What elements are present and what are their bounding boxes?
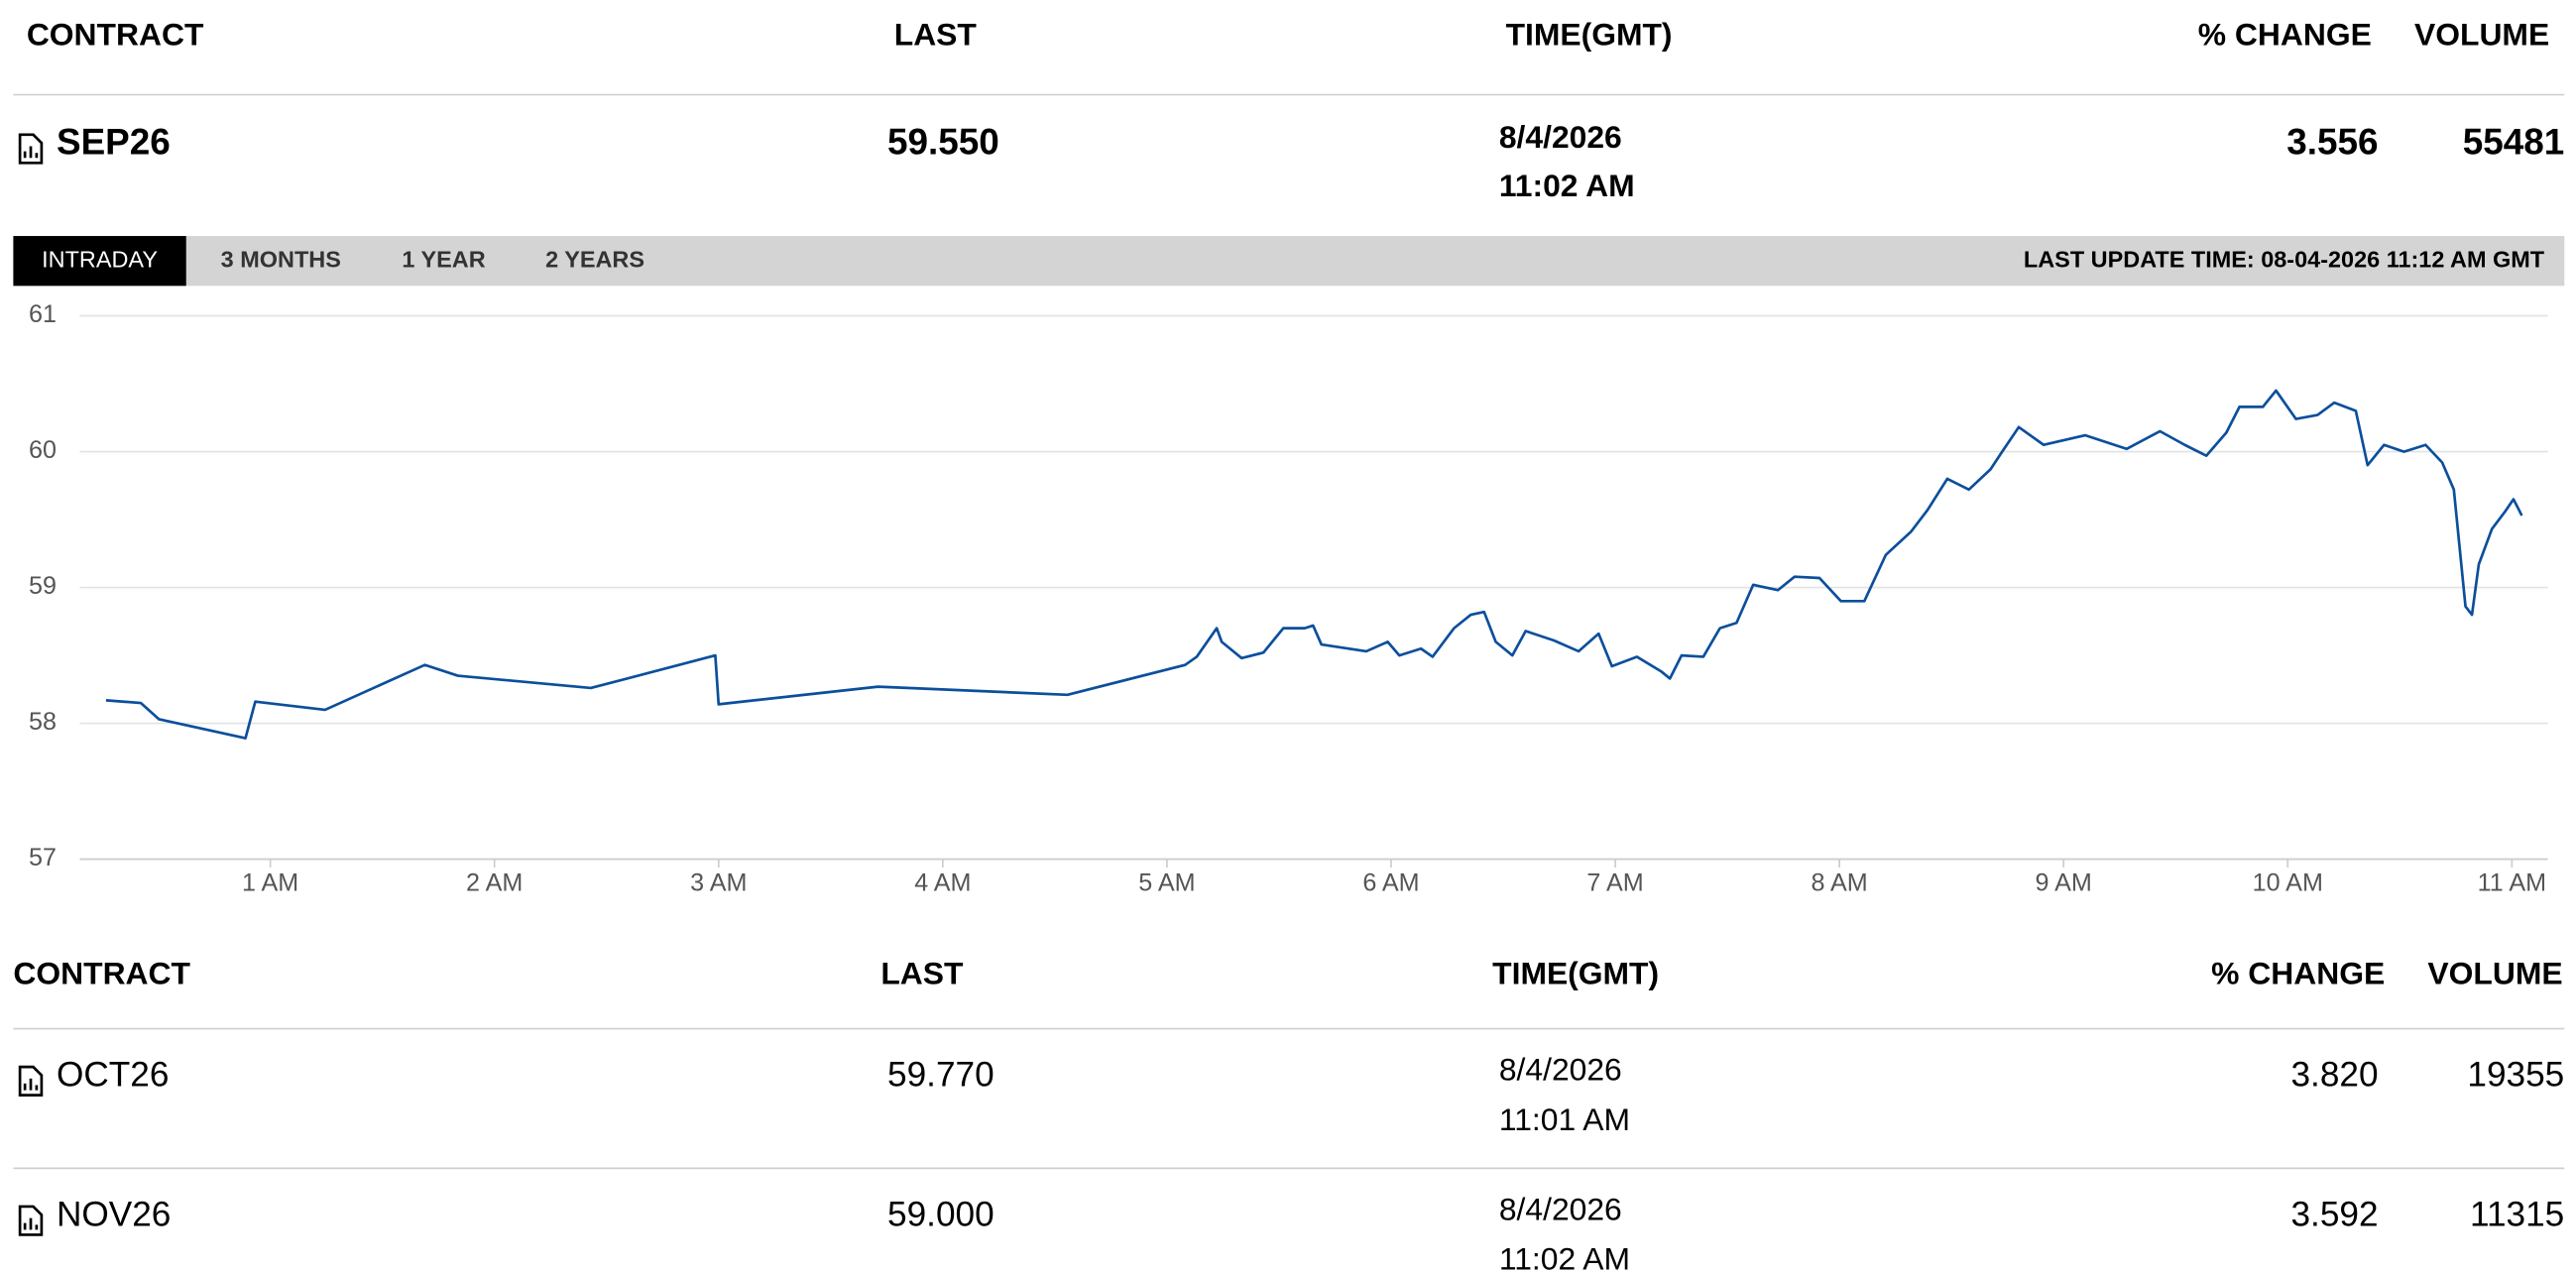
time: 11:02 AM — [1499, 168, 1635, 203]
column-header: LAST — [894, 16, 978, 52]
y-tick-label: 59 — [29, 572, 57, 600]
last-update: LAST UPDATE TIME: 08-04-2026 11:12 AM GM… — [2024, 246, 2545, 272]
last-price: 59.770 — [887, 1055, 995, 1094]
contract-name[interactable]: OCT26 — [57, 1055, 169, 1094]
x-tick-label: 8 AM — [1811, 868, 1867, 896]
time: 11:02 AM — [1499, 1241, 1630, 1273]
contract-name[interactable]: NOV26 — [57, 1195, 171, 1233]
column-header: TIME(GMT) — [1492, 955, 1659, 990]
x-tick-label: 7 AM — [1586, 868, 1643, 896]
column-header: TIME(GMT) — [1506, 16, 1673, 52]
column-header: VOLUME — [2414, 16, 2549, 52]
x-tick-label: 9 AM — [2036, 868, 2092, 896]
x-tick-label: 4 AM — [914, 868, 971, 896]
x-tick-label: 1 AM — [242, 868, 298, 896]
tab[interactable]: INTRADAY — [42, 246, 158, 272]
tab[interactable]: 1 YEAR — [402, 246, 485, 272]
x-tick-label: 10 AM — [2253, 868, 2323, 896]
price-line — [105, 389, 2523, 740]
tab-bar — [13, 236, 2565, 287]
x-tick-label: 3 AM — [690, 868, 747, 896]
tab[interactable]: 2 YEARS — [545, 246, 644, 272]
contract-name[interactable]: SEP26 — [57, 122, 171, 163]
y-tick-label: 61 — [29, 300, 57, 328]
date: 8/4/2026 — [1499, 1052, 1622, 1088]
last-price: 59.000 — [887, 1195, 995, 1233]
tab-active — [13, 236, 186, 287]
volume: 11315 — [2470, 1195, 2564, 1233]
column-header: % CHANGE — [2198, 16, 2372, 52]
column-header: % CHANGE — [2211, 955, 2385, 990]
percent-change: 3.556 — [2286, 122, 2378, 163]
volume: 19355 — [2467, 1055, 2564, 1094]
percent-change: 3.592 — [2290, 1195, 2378, 1233]
y-tick-label: 58 — [29, 708, 57, 736]
column-header: CONTRACT — [13, 955, 190, 990]
last-price: 59.550 — [887, 122, 999, 163]
tab[interactable]: 3 MONTHS — [221, 246, 341, 272]
volume: 55481 — [2463, 122, 2565, 163]
chart-icon — [18, 133, 44, 165]
x-tick-label: 5 AM — [1138, 868, 1195, 896]
time: 11:01 AM — [1499, 1101, 1630, 1137]
x-tick-label: 2 AM — [466, 868, 523, 896]
x-tick-label: 6 AM — [1362, 868, 1419, 896]
column-header: LAST — [880, 955, 964, 990]
column-header: CONTRACT — [27, 16, 204, 52]
percent-change: 3.820 — [2290, 1055, 2378, 1094]
date: 8/4/2026 — [1499, 119, 1622, 155]
column-header: VOLUME — [2427, 955, 2562, 990]
x-tick-label: 11 AM — [2478, 868, 2546, 896]
y-tick-label: 60 — [29, 436, 57, 464]
y-tick-label: 57 — [29, 844, 57, 871]
date: 8/4/2026 — [1499, 1191, 1622, 1226]
chart-icon — [18, 1205, 44, 1236]
chart-icon — [18, 1065, 44, 1097]
